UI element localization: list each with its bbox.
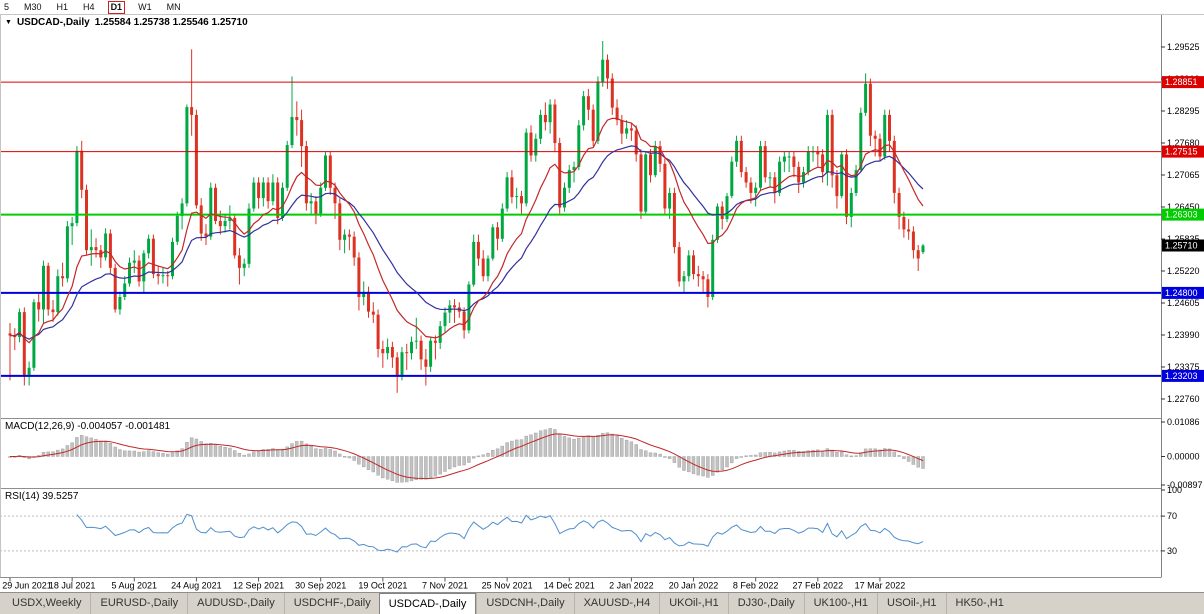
macd-histogram xyxy=(8,428,925,483)
chart-tab-hk50-h1[interactable]: HK50-,H1 xyxy=(945,593,1013,614)
panel-borders xyxy=(0,15,1204,578)
svg-text:1.27680: 1.27680 xyxy=(1167,138,1200,148)
svg-text:1.23203: 1.23203 xyxy=(1165,371,1198,381)
current-price-tag: 1.25710 xyxy=(1162,239,1204,252)
svg-text:1.24800: 1.24800 xyxy=(1165,288,1198,298)
svg-text:29 Jun 2021: 29 Jun 2021 xyxy=(2,581,52,591)
svg-text:1.22760: 1.22760 xyxy=(1167,394,1200,404)
timeframe-button-mn[interactable]: MN xyxy=(166,1,181,12)
svg-text:2 Jan 2022: 2 Jan 2022 xyxy=(609,581,654,591)
svg-text:1.23375: 1.23375 xyxy=(1167,362,1200,372)
svg-text:30 Sep 2021: 30 Sep 2021 xyxy=(295,581,346,591)
chart-area: 1.295251.289101.282951.276801.270651.264… xyxy=(0,15,1204,592)
chart-tab-usdcnh-daily[interactable]: USDCNH-,Daily xyxy=(476,593,573,614)
timeframe-button-m30[interactable]: M30 xyxy=(24,1,42,12)
timeframe-button-h4[interactable]: H4 xyxy=(83,1,95,12)
chart-tab-ukoil-h1[interactable]: UKOil-,H1 xyxy=(659,593,728,614)
candles-layer xyxy=(8,41,925,393)
chart-title: ▼ USDCAD-,Daily 1.25584 1.25738 1.25546 … xyxy=(5,17,248,28)
macd-indicator-label: MACD(12,26,9) -0.004057 -0.001481 xyxy=(5,421,171,432)
svg-text:70: 70 xyxy=(1167,511,1177,521)
svg-text:1.25710: 1.25710 xyxy=(1165,241,1198,251)
timeframe-button-w1[interactable]: W1 xyxy=(138,1,152,12)
timeframe-toolbar: 5 M30 H1 H4 D1 W1 MN xyxy=(0,0,1204,15)
rsi-line xyxy=(76,513,924,553)
chart-tab-audusd-daily[interactable]: AUDUSD-,Daily xyxy=(187,593,284,614)
svg-text:1.24605: 1.24605 xyxy=(1167,298,1200,308)
chart-tab-usdchf-daily[interactable]: USDCHF-,Daily xyxy=(283,593,380,614)
svg-text:12 Sep 2021: 12 Sep 2021 xyxy=(233,581,284,591)
svg-text:1.25835: 1.25835 xyxy=(1167,234,1200,244)
chart-tab-uk100-h1[interactable]: UK100-,H1 xyxy=(803,593,877,614)
svg-text:1.23990: 1.23990 xyxy=(1167,330,1200,340)
svg-text:24 Aug 2021: 24 Aug 2021 xyxy=(171,581,222,591)
svg-text:27 Feb 2022: 27 Feb 2022 xyxy=(793,581,844,591)
price-tag-1.26303: 1.26303 xyxy=(1162,208,1204,221)
chart-tab-eurusd-daily[interactable]: EURUSD-,Daily xyxy=(90,593,187,614)
chart-dropdown-icon[interactable]: ▼ xyxy=(5,19,12,26)
svg-text:19 Oct 2021: 19 Oct 2021 xyxy=(358,581,407,591)
svg-text:0.00000: 0.00000 xyxy=(1167,452,1200,462)
horizontal-lines-layer xyxy=(0,81,1161,377)
svg-text:100: 100 xyxy=(1167,485,1182,495)
timeframe-button-5[interactable]: 5 xyxy=(4,1,10,12)
svg-text:0.01086: 0.01086 xyxy=(1167,417,1200,427)
timeframe-button-d1[interactable]: D1 xyxy=(107,0,126,14)
svg-text:1.29525: 1.29525 xyxy=(1167,42,1200,52)
svg-text:5 Aug 2021: 5 Aug 2021 xyxy=(112,581,158,591)
svg-text:1.27065: 1.27065 xyxy=(1167,170,1200,180)
svg-text:18 Jul 2021: 18 Jul 2021 xyxy=(49,581,96,591)
chart-symbol-label: USDCAD-,Daily xyxy=(16,17,90,28)
svg-text:1.27515: 1.27515 xyxy=(1165,147,1198,157)
timeframe-button-h1[interactable]: H1 xyxy=(56,1,69,12)
price-tag-1.23203: 1.23203 xyxy=(1162,369,1204,382)
price-tag-1.27515: 1.27515 xyxy=(1162,145,1204,158)
price-tag-1.28851: 1.28851 xyxy=(1162,76,1204,89)
svg-text:7 Nov 2021: 7 Nov 2021 xyxy=(422,581,468,591)
svg-text:8 Feb 2022: 8 Feb 2022 xyxy=(733,581,779,591)
svg-text:1.25220: 1.25220 xyxy=(1167,266,1200,276)
svg-text:14 Dec 2021: 14 Dec 2021 xyxy=(544,581,595,591)
chart-ohlc-values: 1.25584 1.25738 1.25546 1.25710 xyxy=(94,17,248,28)
rsi-levels xyxy=(0,515,1161,552)
svg-text:1.26450: 1.26450 xyxy=(1167,202,1200,212)
svg-text:1.28851: 1.28851 xyxy=(1165,77,1198,87)
svg-text:-0.00897: -0.00897 xyxy=(1167,480,1203,490)
moving-averages-layer xyxy=(9,117,924,344)
chart-tab-bar: USDX,Weekly EURUSD-,Daily AUDUSD-,Daily USD… xyxy=(0,592,1204,614)
svg-text:17 Mar 2022: 17 Mar 2022 xyxy=(855,581,906,591)
chart-tab-xauusd-h4[interactable]: XAUUSD-,H4 xyxy=(573,593,660,614)
svg-text:25 Nov 2021: 25 Nov 2021 xyxy=(482,581,533,591)
chart-tab-dj30-daily[interactable]: DJ30-,Daily xyxy=(727,593,804,614)
price-tag-1.24800: 1.24800 xyxy=(1162,286,1204,299)
svg-text:30: 30 xyxy=(1167,546,1177,556)
chart-tab-usdcad-daily[interactable]: USDCAD-,Daily xyxy=(378,593,477,614)
svg-text:1.28295: 1.28295 xyxy=(1167,106,1200,116)
rsi-indicator-label: RSI(14) 39.5257 xyxy=(5,491,79,502)
svg-text:1.26303: 1.26303 xyxy=(1165,210,1198,220)
chart-canvas[interactable]: 1.295251.289101.282951.276801.270651.264… xyxy=(0,15,1204,592)
chart-tab-usdx-weekly[interactable]: USDX,Weekly xyxy=(12,597,82,609)
macd-signal-line xyxy=(10,433,924,480)
svg-text:20 Jan 2022: 20 Jan 2022 xyxy=(669,581,719,591)
price-axis[interactable]: 1.295251.289101.282951.276801.270651.264… xyxy=(1161,15,1204,592)
chart-tab-usoil-h1[interactable]: USOil-,H1 xyxy=(877,593,946,614)
